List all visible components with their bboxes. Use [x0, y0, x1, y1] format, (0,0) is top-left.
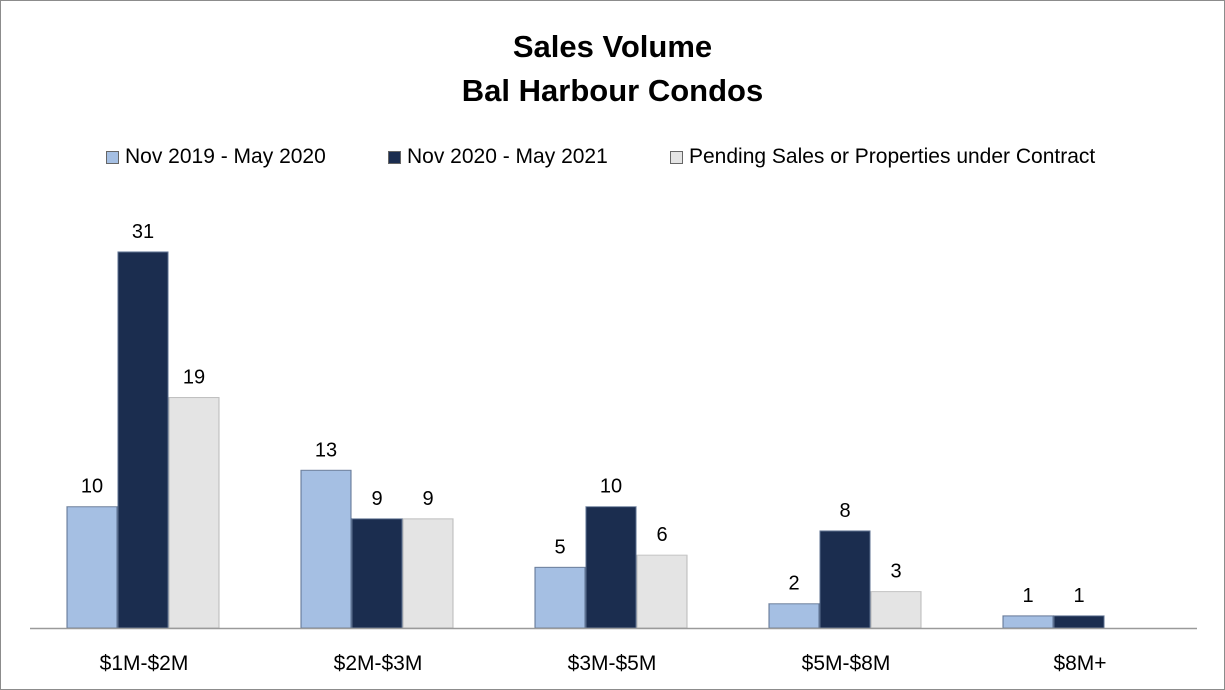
legend-swatch-series-1	[106, 150, 119, 164]
bar-1-3	[534, 566, 586, 629]
bar-highlight-1-5	[1003, 615, 1053, 624]
value-label-2-4: 8	[839, 500, 850, 522]
category-label-5: $8M+	[1053, 652, 1106, 675]
bar-highlight-3-1	[169, 397, 219, 406]
value-label-1-4: 2	[788, 573, 799, 595]
bar-1-2	[300, 469, 352, 629]
category-label-3: $3M-$5M	[568, 652, 657, 675]
category-label-1: $1M-$2M	[100, 652, 189, 675]
value-label-3-1: 19	[183, 367, 205, 389]
legend-label-series-2: Nov 2020 - May 2021	[407, 145, 608, 168]
bar-highlight-3-2	[403, 518, 453, 527]
bar-highlight-1-2	[301, 470, 351, 479]
bar-1-1	[66, 506, 118, 629]
value-label-1-3: 5	[554, 536, 565, 558]
bar-3-1	[168, 397, 220, 629]
bar-highlight-2-1	[118, 251, 168, 260]
bar-highlight-1-4	[769, 603, 819, 612]
bar-2-3	[585, 506, 637, 629]
bar-2-2	[351, 518, 403, 629]
category-label-2: $2M-$3M	[334, 652, 423, 675]
value-label-3-4: 3	[890, 561, 901, 583]
value-label-1-2: 13	[315, 439, 337, 461]
chart-title: Sales Volume	[512, 29, 713, 64]
chart-subtitle: Bal Harbour Condos	[461, 73, 764, 108]
bar-2-1	[117, 251, 169, 629]
bar-highlight-3-3	[637, 555, 687, 564]
bar-highlight-2-4	[820, 530, 870, 539]
chart-legend: Nov 2019 - May 2020 Nov 2020 - May 2021 …	[0, 142, 1225, 172]
bar-highlight-3-4	[871, 591, 921, 600]
bar-3-2	[402, 518, 454, 629]
legend-item-series-2: Nov 2020 - May 2021	[388, 142, 608, 172]
bar-highlight-2-3	[586, 506, 636, 515]
bar-highlight-2-5	[1054, 615, 1104, 624]
value-label-2-1: 31	[132, 221, 154, 243]
legend-item-series-1: Nov 2019 - May 2020	[106, 142, 326, 172]
value-label-1-5: 1	[1022, 585, 1033, 607]
legend-item-series-3: Pending Sales or Properties under Contra…	[670, 142, 1095, 172]
value-label-3-3: 6	[656, 524, 667, 546]
bar-2-4	[819, 530, 871, 629]
bar-highlight-1-1	[67, 506, 117, 515]
bar-highlight-1-3	[535, 567, 585, 576]
value-label-2-2: 9	[371, 488, 382, 510]
legend-label-series-3: Pending Sales or Properties under Contra…	[689, 145, 1096, 168]
bar-3-3	[636, 554, 688, 629]
value-label-3-2: 9	[422, 488, 433, 510]
value-label-2-3: 10	[600, 476, 622, 498]
category-label-4: $5M-$8M	[802, 652, 891, 675]
legend-label-series-1: Nov 2019 - May 2020	[125, 145, 326, 168]
value-label-2-5: 1	[1073, 585, 1084, 607]
legend-swatch-series-2	[388, 150, 401, 164]
legend-swatch-series-3	[670, 150, 683, 164]
value-label-1-1: 10	[81, 476, 103, 498]
bar-highlight-2-2	[352, 518, 402, 527]
